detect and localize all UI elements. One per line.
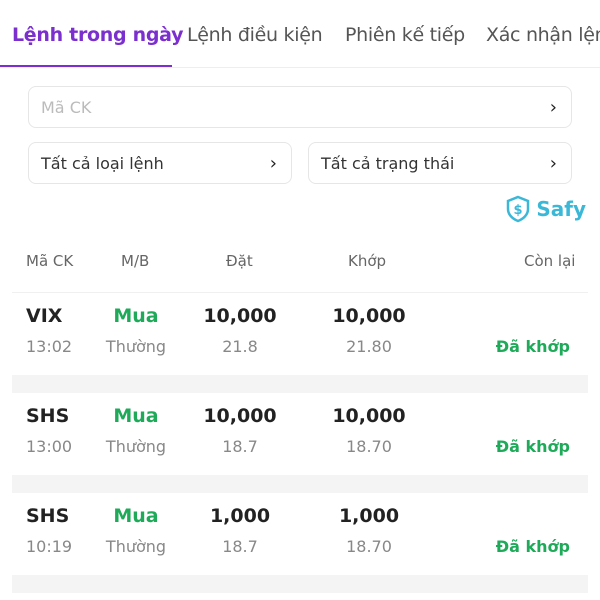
row-separator xyxy=(12,375,588,393)
tab-bar: Lệnh trong ngày Lệnh điều kiện Phiên kế … xyxy=(0,0,600,68)
cell-status: Đã khớp xyxy=(495,337,570,356)
header-order: Đặt xyxy=(226,252,253,270)
row-separator xyxy=(12,475,588,493)
cell-side: Mua xyxy=(113,305,159,327)
header-symbol: Mã CK xyxy=(26,252,74,270)
cell-type: Thường xyxy=(105,337,167,356)
cell-time: 13:00 xyxy=(26,437,73,456)
cell-side: Mua xyxy=(113,505,159,527)
active-tab-indicator xyxy=(0,65,172,67)
cell-time: 13:02 xyxy=(26,337,73,356)
status-select[interactable]: Tất cả trạng thái › xyxy=(308,142,572,184)
cell-order-price: 18.7 xyxy=(222,437,258,456)
symbol-placeholder: Mã CK xyxy=(41,97,92,117)
tab-intraday-orders[interactable]: Lệnh trong ngày xyxy=(12,24,184,46)
table-row[interactable]: SHS 13:00 Mua Thường 10,000 18.7 10,000 18.70 Đã… xyxy=(12,392,588,475)
header-remaining: Còn lại xyxy=(524,252,576,270)
cell-status: Đã khớp xyxy=(495,437,570,456)
cell-type: Thường xyxy=(105,537,167,556)
tab-conditional-orders[interactable]: Lệnh điều kiện xyxy=(187,24,323,46)
chevron-right-icon: › xyxy=(269,153,277,174)
cell-order-qty: 10,000 xyxy=(203,405,277,427)
cell-match-price: 18.70 xyxy=(346,437,392,456)
cell-time: 10:19 xyxy=(26,537,73,556)
brand-name: Safy xyxy=(536,197,586,221)
header-matched: Khớp xyxy=(348,252,387,270)
cell-order-qty: 10,000 xyxy=(203,305,277,327)
header-side: M/B xyxy=(121,252,150,270)
row-separator xyxy=(12,575,588,593)
cell-order-price: 18.7 xyxy=(222,537,258,556)
table-row[interactable]: SHS 10:19 Mua Thường 1,000 18.7 1,000 18.70 Đã k… xyxy=(12,492,588,575)
cell-symbol: VIX xyxy=(26,305,63,327)
cell-status: Đã khớp xyxy=(495,537,570,556)
cell-symbol: SHS xyxy=(26,405,70,427)
shield-dollar-icon: $ xyxy=(507,195,530,223)
symbol-input[interactable]: Mã CK › xyxy=(28,86,572,128)
tab-order-confirmation[interactable]: Xác nhận lệnh xyxy=(486,24,600,46)
cell-match-price: 18.70 xyxy=(346,537,392,556)
tab-next-session[interactable]: Phiên kế tiếp xyxy=(345,24,465,46)
safy-logo[interactable]: $ Safy xyxy=(506,195,586,223)
cell-symbol: SHS xyxy=(26,505,70,527)
cell-side: Mua xyxy=(113,405,159,427)
cell-order-qty: 1,000 xyxy=(209,505,271,527)
cell-match-qty: 10,000 xyxy=(332,305,406,327)
order-type-value: Tất cả loại lệnh xyxy=(41,153,164,173)
table-row[interactable]: VIX 13:02 Mua Thường 10,000 21.8 10,000 21.80 Đã… xyxy=(12,292,588,375)
cell-match-qty: 1,000 xyxy=(338,505,400,527)
status-value: Tất cả trạng thái xyxy=(321,153,455,173)
svg-text:$: $ xyxy=(514,203,523,218)
cell-match-price: 21.80 xyxy=(346,337,392,356)
chevron-right-icon: › xyxy=(549,153,557,174)
chevron-right-icon: › xyxy=(549,97,557,118)
cell-match-qty: 10,000 xyxy=(332,405,406,427)
cell-order-price: 21.8 xyxy=(222,337,258,356)
order-type-select[interactable]: Tất cả loại lệnh › xyxy=(28,142,292,184)
cell-type: Thường xyxy=(105,437,167,456)
